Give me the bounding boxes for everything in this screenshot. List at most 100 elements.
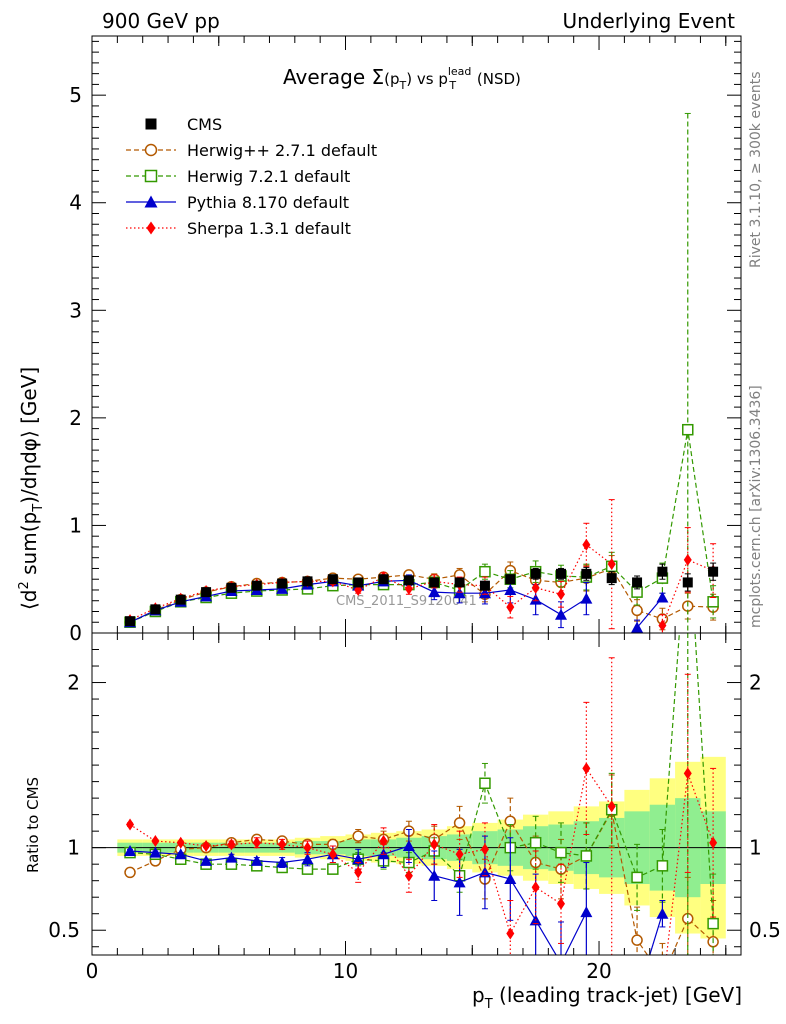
main-y-tick-label: 3 (69, 298, 82, 322)
main-sherpa-1-3-1-default-point-19 (607, 558, 616, 571)
ratio-pythia-8-170-default-point-13 (453, 876, 466, 888)
main-pythia-8-170-default-point-13 (453, 587, 466, 599)
title-nsd: (NSD) (472, 70, 521, 88)
main-sherpa-1-3-1-default-point-21 (658, 619, 667, 632)
ratio-pythia-8-170-default-point-6 (276, 856, 289, 868)
main-pythia-8-170-default-point-15 (504, 583, 517, 595)
main-cms-point-3 (201, 587, 212, 598)
main-cms-point-12 (429, 577, 440, 588)
main-cms-point-19 (606, 573, 617, 584)
main-herwig-7-2-1-default-group (124, 112, 719, 633)
ratio-y-axis-label: Ratio to CMS (24, 777, 42, 873)
ratio-sherpa-1-3-1-default-point-12 (430, 838, 439, 851)
ratio-y-tick-label-left: 1 (67, 836, 80, 860)
main-y-tick-label: 5 (69, 83, 82, 107)
main-herwig-7-2-1-default-point-14 (479, 565, 491, 578)
main-cms-point-0 (125, 616, 136, 627)
ratio-pythia-8-170-default-point-11 (402, 840, 415, 852)
ratio-herwig-7-2-1-default-point-20 (631, 871, 643, 884)
ratio-herwig-2-7-1-default-point-13 (453, 817, 466, 829)
legend-marker (144, 195, 158, 208)
ratio-herwig-7-2-1-default-point-21 (656, 860, 669, 872)
main-cms-point-10 (378, 574, 389, 585)
title-pt-sub: T (399, 79, 407, 92)
ratio-herwig-2-7-1-default-point-20 (631, 934, 643, 946)
header-right-label: Underlying Event (562, 9, 735, 33)
ratio-sherpa-1-3-1-default-point-8 (328, 848, 337, 861)
ratio-herwig-2-7-1-default-point-9 (352, 830, 364, 842)
main-y-tick-label: 1 (69, 513, 82, 537)
main-cms-point-18 (581, 568, 592, 579)
main-pythia-8-170-default-point-21 (656, 591, 669, 603)
ratio-herwig-7-2-1-default-point-18 (580, 850, 593, 862)
legend-entry-herwig-7-2-1-default: Herwig 7.2.1 default (126, 167, 350, 186)
ratio-sherpa-1-3-1-default-point-0 (126, 818, 135, 831)
main-sherpa-1-3-1-default-group (126, 499, 718, 633)
ratio-sherpa-1-3-1-default-point-11 (404, 869, 413, 882)
legend-label: Herwig 7.2.1 default (187, 167, 350, 186)
title-close: ) (406, 70, 412, 88)
legend-entry-cms: CMS (145, 115, 222, 134)
ratio-sherpa-1-3-1-default-point-9 (354, 866, 363, 879)
main-sherpa-1-3-1-default-point-16 (531, 581, 540, 594)
main-cms-point-6 (277, 578, 288, 589)
main-sherpa-1-3-1-default-point-17 (557, 588, 566, 601)
ratio-pythia-8-170-default-point-2 (174, 848, 187, 860)
ylabel-part-a: ⟨d (17, 590, 41, 611)
header: 900 GeV pp Underlying Event Rivet 3.1.10… (102, 9, 764, 628)
ylabel-sub: T (31, 504, 46, 513)
ratio-sherpa-1-3-1-default-point-7 (303, 841, 312, 854)
ratio-sherpa-1-3-1-default-point-15 (506, 927, 515, 940)
main-sherpa-1-3-1-default-point-18 (582, 538, 591, 551)
x-tick-label: 20 (586, 959, 611, 983)
main-cms-point-9 (353, 577, 364, 588)
main-herwig-2-7-1-default-point-20 (631, 604, 643, 617)
main-pythia-8-170-default-point-18 (580, 592, 593, 604)
ratio-pythia-8-170-default-point-12 (428, 869, 441, 881)
legend-marker (145, 118, 157, 130)
ratio-y-tick-label-right: 0.5 (749, 918, 781, 942)
legend-marker (144, 169, 158, 183)
ratio-sherpa-1-3-1-default-point-16 (531, 881, 540, 894)
ratio-herwig-7-2-1-default-point-17 (555, 846, 567, 859)
ratio-sherpa-1-3-1-default-point-22 (683, 767, 692, 780)
ylabel-sup: 2 (17, 581, 32, 589)
main-cms-point-22 (682, 577, 693, 588)
ratio-pythia-8-170-default-point-3 (200, 854, 213, 866)
ratio-sherpa-1-3-1-default-point-1 (151, 835, 160, 848)
ratio-sherpa-1-3-1-default-point-23 (709, 836, 718, 849)
main-sherpa-1-3-1-default-line (129, 543, 714, 626)
ratio-sherpa-1-3-1-default-point-19 (607, 800, 616, 813)
main-y-tick-label: 2 (69, 406, 82, 430)
main-cms-point-1 (150, 604, 161, 615)
main-herwig-7-2-1-default-point-23 (707, 596, 719, 608)
legend-label: CMS (187, 115, 222, 134)
main-cms-point-16 (530, 568, 541, 579)
ratio-herwig-7-2-1-default-point-14 (479, 777, 491, 790)
ratio-sherpa-1-3-1-default-point-2 (176, 836, 185, 849)
main-herwig-2-7-1-default-group (124, 555, 719, 631)
main-sherpa-1-3-1-default-point-22 (683, 553, 692, 566)
main-pythia-8-170-default-point-20 (631, 621, 644, 633)
ratio-pythia-8-170-default-point-1 (149, 846, 162, 858)
title-sigma: Σ (372, 65, 385, 89)
x-axis-label: pT (leading track-jet) [GeV] (472, 983, 742, 1012)
legend-entry-sherpa-1-3-1-default: Sherpa 1.3.1 default (126, 219, 351, 238)
ratio-y-tick-label-left: 0.5 (48, 918, 80, 942)
header-left-label: 900 GeV pp (102, 9, 220, 33)
main-cms-point-15 (505, 574, 516, 585)
main-pythia-8-170-default-point-14 (478, 587, 491, 599)
ratio-herwig-7-2-1-default-point-23 (707, 917, 719, 930)
main-cms-point-5 (251, 580, 262, 591)
rivet-side-label: Rivet 3.1.10, ≥ 300k events (748, 71, 764, 268)
ratio-pythia-8-170-default-point-15 (504, 873, 517, 885)
main-herwig-7-2-1-default-point-22 (682, 423, 694, 436)
main-title: Average Σ(pT) vs plead T (NSD) (283, 65, 521, 92)
ratio-sherpa-1-3-1-default-point-4 (227, 838, 236, 851)
main-cms-point-8 (327, 574, 338, 585)
ratio-pythia-8-170-default-point-21 (656, 907, 669, 919)
ratio-sherpa-1-3-1-default-point-10 (379, 835, 388, 848)
ratio-sherpa-1-3-1-default-point-14 (480, 843, 489, 856)
legend-label: Pythia 8.170 default (187, 193, 349, 212)
